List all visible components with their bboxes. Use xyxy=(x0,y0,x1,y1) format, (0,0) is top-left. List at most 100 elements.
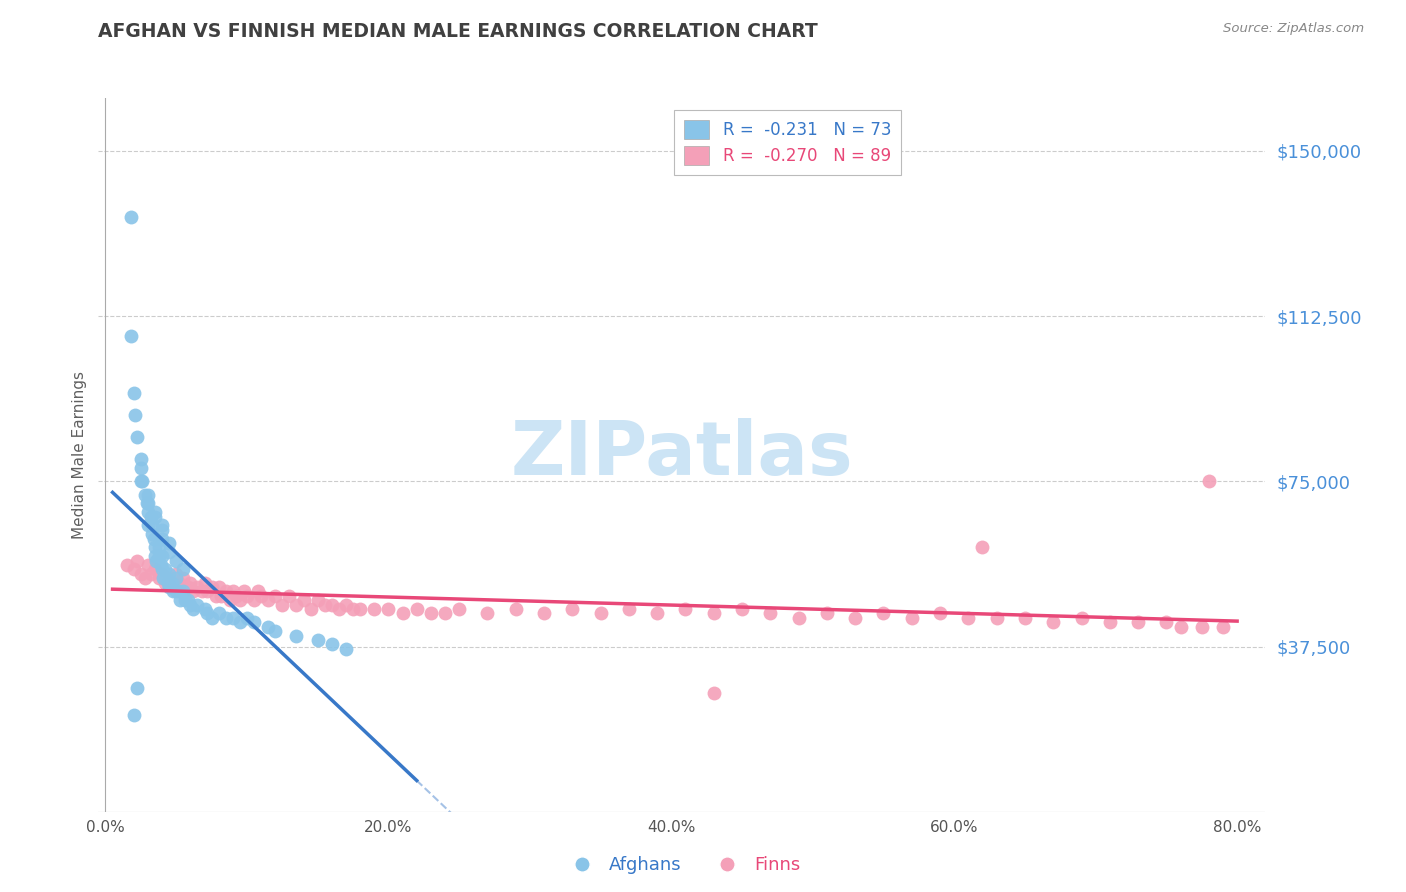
Point xyxy=(208,580,231,594)
Point xyxy=(157,571,180,585)
Point xyxy=(143,541,166,555)
Point xyxy=(157,545,180,559)
Point xyxy=(328,602,350,616)
Point xyxy=(986,611,1008,625)
Point xyxy=(157,580,180,594)
Point xyxy=(1042,615,1064,630)
Point xyxy=(162,580,184,594)
Point xyxy=(150,566,173,581)
Point xyxy=(165,566,187,581)
Point xyxy=(129,566,152,581)
Point xyxy=(205,589,228,603)
Point xyxy=(321,637,343,651)
Point xyxy=(377,602,399,616)
Point xyxy=(150,523,173,537)
Point xyxy=(405,602,427,616)
Point xyxy=(139,509,162,524)
Point xyxy=(179,575,201,590)
Point xyxy=(176,580,198,594)
Point xyxy=(335,598,357,612)
Point xyxy=(533,607,555,621)
Point xyxy=(703,686,725,700)
Point xyxy=(222,611,245,625)
Point xyxy=(215,611,238,625)
Point xyxy=(157,566,180,581)
Point xyxy=(156,575,179,590)
Point xyxy=(136,505,159,519)
Point xyxy=(215,584,238,599)
Point xyxy=(152,571,174,585)
Point xyxy=(150,518,173,533)
Point xyxy=(1170,620,1192,634)
Point xyxy=(120,329,142,343)
Point xyxy=(134,487,156,501)
Point xyxy=(349,602,371,616)
Point xyxy=(142,532,165,546)
Point xyxy=(1212,620,1234,634)
Point xyxy=(342,602,364,616)
Point xyxy=(122,707,145,722)
Point xyxy=(186,580,208,594)
Point xyxy=(787,611,810,625)
Point xyxy=(264,624,287,639)
Point xyxy=(148,549,170,564)
Point xyxy=(957,611,980,625)
Point xyxy=(141,527,163,541)
Point xyxy=(141,518,163,533)
Point xyxy=(167,584,190,599)
Legend: Afghans, Finns: Afghans, Finns xyxy=(557,849,807,881)
Point xyxy=(136,518,159,533)
Point xyxy=(115,558,138,572)
Y-axis label: Median Male Earnings: Median Male Earnings xyxy=(72,371,87,539)
Text: AFGHAN VS FINNISH MEDIAN MALE EARNINGS CORRELATION CHART: AFGHAN VS FINNISH MEDIAN MALE EARNINGS C… xyxy=(98,22,818,41)
Point xyxy=(285,628,308,642)
Point xyxy=(703,607,725,621)
Point xyxy=(243,593,266,607)
Point xyxy=(176,593,198,607)
Point xyxy=(139,566,162,581)
Point xyxy=(165,584,187,599)
Point xyxy=(759,607,782,621)
Point xyxy=(243,615,266,630)
Point xyxy=(505,602,527,616)
Point xyxy=(321,598,343,612)
Point xyxy=(165,571,187,585)
Point xyxy=(120,210,142,224)
Point xyxy=(307,593,329,607)
Point xyxy=(179,598,201,612)
Point xyxy=(153,575,176,590)
Point xyxy=(307,632,329,647)
Point xyxy=(589,607,612,621)
Point xyxy=(173,593,195,607)
Point xyxy=(136,487,159,501)
Point xyxy=(250,589,273,603)
Point xyxy=(149,558,172,572)
Point xyxy=(1014,611,1036,625)
Point xyxy=(122,386,145,401)
Point xyxy=(150,532,173,546)
Point xyxy=(278,589,301,603)
Point xyxy=(169,593,191,607)
Point xyxy=(257,620,280,634)
Point xyxy=(419,607,441,621)
Point xyxy=(844,611,866,625)
Point xyxy=(150,549,173,564)
Point xyxy=(143,549,166,564)
Point xyxy=(148,541,170,555)
Point xyxy=(229,593,252,607)
Point xyxy=(449,602,471,616)
Point xyxy=(1126,615,1149,630)
Point xyxy=(972,541,994,555)
Point xyxy=(136,558,159,572)
Point xyxy=(195,584,218,599)
Point xyxy=(1198,475,1220,489)
Point xyxy=(233,584,256,599)
Point xyxy=(433,607,456,621)
Point xyxy=(1098,615,1121,630)
Point xyxy=(125,681,148,696)
Point xyxy=(299,602,322,616)
Point xyxy=(143,562,166,576)
Point xyxy=(143,505,166,519)
Point xyxy=(135,496,157,510)
Point xyxy=(1156,615,1178,630)
